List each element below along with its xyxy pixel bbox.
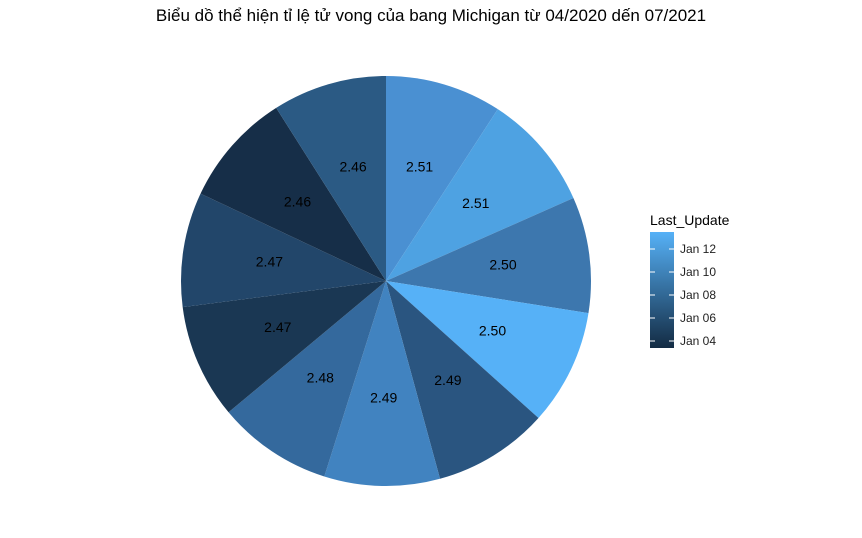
- pie-slice-labels: 2.51 2.51 2.50 2.50 2.49 2.49 2.48 2.47 2.47 2.46…: [256, 158, 517, 405]
- slice-value-label: 2.48: [307, 370, 334, 386]
- legend-tick-label: Jan 12: [680, 242, 717, 256]
- pie-slice: [182, 281, 386, 413]
- legend-tick-label: Jan 08: [680, 288, 717, 302]
- pie-slice: [386, 76, 498, 281]
- slice-value-label: 2.47: [264, 319, 291, 335]
- pie-slices: [181, 76, 592, 487]
- slice-value-label: 2.50: [489, 256, 516, 272]
- legend-colorbar: Jan 12 Jan 10 Jan 08 Jan 06 Jan 04: [650, 232, 770, 348]
- pie-slice: [200, 107, 386, 282]
- pie-slice: [386, 281, 589, 419]
- legend: Last_Update Jan 12 Jan 10 Jan 08 Jan 06 …: [650, 212, 770, 348]
- slice-value-label: 2.47: [256, 253, 283, 269]
- pie-slice: [181, 193, 386, 308]
- pie-slice: [386, 109, 574, 281]
- pie-slice: [386, 197, 592, 314]
- pie-slice: [228, 281, 386, 477]
- legend-tick-label: Jan 04: [680, 334, 717, 348]
- pie-slice: [276, 76, 386, 281]
- legend-gradient-bar: [650, 232, 674, 348]
- pie-slice: [324, 281, 441, 487]
- chart-title: Biểu dồ thể hiện tỉ lệ tử vong của bang …: [155, 6, 707, 25]
- slice-value-label: 2.49: [370, 390, 397, 406]
- legend-tick-label: Jan 06: [680, 311, 717, 325]
- slice-value-label: 2.51: [406, 159, 433, 175]
- pie-slice: [386, 281, 539, 479]
- slice-value-label: 2.50: [479, 323, 506, 339]
- slice-value-label: 2.46: [339, 158, 366, 174]
- legend-title: Last_Update: [650, 212, 730, 228]
- slice-value-label: 2.51: [462, 195, 489, 211]
- slice-value-label: 2.46: [284, 194, 311, 210]
- slice-value-label: 2.49: [434, 372, 461, 388]
- legend-tick-label: Jan 10: [680, 265, 717, 279]
